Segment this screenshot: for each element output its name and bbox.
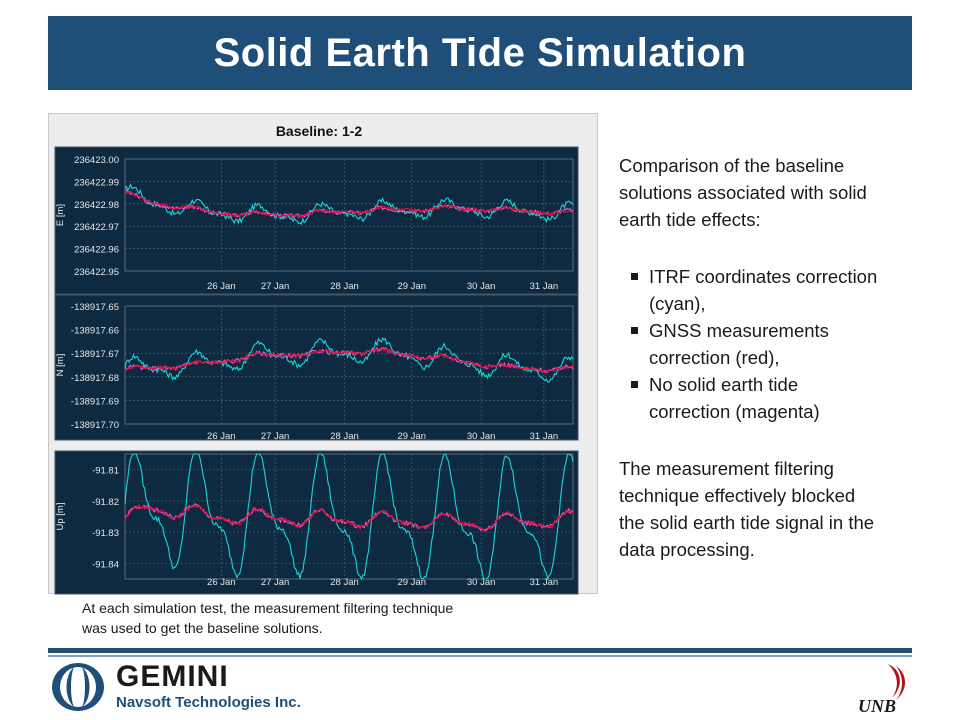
figure-caption: At each simulation test, the measurement… (82, 598, 562, 638)
brand-name: GEMINI (116, 660, 229, 693)
x-tick-label: 28 Jan (330, 577, 359, 588)
list-item: GNSS measurements correction (red), (619, 317, 939, 371)
x-tick-label: 31 Jan (530, 577, 559, 588)
y-tick-label: -138917.70 (71, 420, 119, 431)
square-bullet-icon (631, 381, 638, 388)
y-tick-label: -138917.67 (71, 349, 119, 360)
unb-logo-text: UNB (858, 696, 896, 716)
slide-title: Solid Earth Tide Simulation (213, 30, 747, 75)
y-tick-label: -138917.69 (71, 396, 119, 407)
x-tick-label: 30 Jan (467, 281, 496, 292)
x-tick-label: 27 Jan (261, 281, 290, 292)
y-tick-label: -91.81 (92, 466, 119, 477)
x-tick-label: 30 Jan (467, 431, 496, 442)
series-gnss-line (124, 503, 574, 532)
list-item-text: correction (magenta) (649, 401, 820, 422)
conclusion-line: data processing. (619, 539, 755, 560)
y-tick-label: -91.84 (92, 559, 119, 570)
plot-area (54, 450, 579, 595)
y-tick-label: -138917.65 (71, 302, 119, 313)
conclusion-paragraph: The measurement filtering technique effe… (619, 455, 939, 563)
x-tick-label: 28 Jan (330, 281, 359, 292)
footer-divider (48, 648, 912, 653)
y-axis-label: N [m] (55, 354, 66, 377)
y-tick-label: 236422.99 (74, 177, 119, 188)
square-bullet-icon (631, 273, 638, 280)
conclusion-line: the solid earth tide signal in the (619, 512, 875, 533)
series-gnss-line (124, 347, 574, 374)
y-tick-label: -91.82 (92, 497, 119, 508)
baseline-chart: Baseline: 1-2 236423.00 236422.99 236422.98… (54, 123, 579, 595)
x-tick-label: 26 Jan (207, 281, 236, 292)
y-tick-label: 236422.96 (74, 245, 119, 256)
y-tick-label: 236422.98 (74, 200, 119, 211)
y-tick-label: -138917.66 (71, 326, 119, 337)
intro-paragraph: Comparison of the baseline solutions ass… (619, 152, 939, 233)
description-panel: Comparison of the baseline solutions ass… (619, 152, 939, 563)
list-item: No solid earth tide correction (magenta) (619, 371, 939, 425)
title-banner: Solid Earth Tide Simulation (48, 16, 912, 90)
list-item: ITRF coordinates correction (cyan), (619, 263, 939, 317)
intro-line: earth tide effects: (619, 209, 761, 230)
correction-list: ITRF coordinates correction (cyan), GNSS… (619, 263, 939, 425)
y-tick-label: 236422.95 (74, 267, 119, 278)
chart-title: Baseline: 1-2 (276, 123, 363, 139)
y-axis-label: E [m] (55, 204, 66, 226)
x-tick-label: 26 Jan (207, 577, 236, 588)
y-axis-label: Up [m] (55, 503, 66, 531)
company-name: Navsoft Technologies Inc. (116, 694, 301, 711)
y-tick-label: -138917.68 (71, 373, 119, 384)
list-item-text: No solid earth tide (649, 374, 799, 395)
x-tick-label: 28 Jan (330, 431, 359, 442)
intro-line: solutions associated with solid (619, 182, 867, 203)
caption-line-1: At each simulation test, the measurement… (82, 600, 454, 616)
list-item-text: GNSS measurements (649, 320, 829, 341)
list-item-text: correction (red), (649, 347, 780, 368)
y-tick-label: 236422.97 (74, 222, 119, 233)
intro-line: Comparison of the baseline (619, 155, 845, 176)
caption-line-2: was used to get the baseline solutions. (82, 620, 323, 636)
footer-divider-thin (48, 655, 912, 657)
plot-area (54, 146, 579, 295)
baseline-figure: Baseline: 1-2 236423.00 236422.99 236422.98… (48, 113, 598, 595)
y-tick-label: 236423.00 (74, 155, 119, 166)
x-tick-label: 31 Jan (530, 281, 559, 292)
gemini-logo-icon (52, 663, 104, 711)
x-tick-label: 27 Jan (261, 431, 290, 442)
series-gnss-line (124, 189, 574, 219)
list-item-text: (cyan), (649, 293, 706, 314)
x-tick-label: 27 Jan (261, 577, 290, 588)
x-tick-label: 29 Jan (397, 431, 426, 442)
conclusion-line: The measurement filtering (619, 458, 834, 479)
conclusion-line: technique effectively blocked (619, 485, 856, 506)
x-tick-label: 30 Jan (467, 577, 496, 588)
x-tick-label: 29 Jan (397, 281, 426, 292)
x-tick-label: 29 Jan (397, 577, 426, 588)
y-tick-label: -91.83 (92, 528, 119, 539)
square-bullet-icon (631, 327, 638, 334)
series-itrf-line (124, 453, 574, 581)
x-tick-label: 26 Jan (207, 431, 236, 442)
x-tick-label: 31 Jan (530, 431, 559, 442)
list-item-text: ITRF coordinates correction (649, 266, 878, 287)
unb-logo-icon: UNB (858, 664, 905, 716)
